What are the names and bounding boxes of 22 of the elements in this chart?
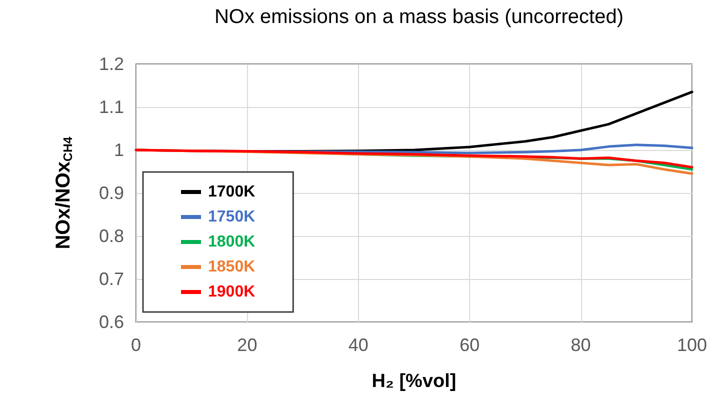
y-tick-label: 0.7 (98, 269, 124, 289)
y-tick-label: 1.1 (98, 97, 124, 117)
chart-title: NOx emissions on a mass basis (uncorrected) (214, 6, 624, 28)
y-tick-label: 1 (114, 140, 124, 160)
y-tick-label: 0.8 (98, 226, 124, 246)
legend-label: 1900K (208, 284, 256, 300)
y-axis-title: NOx/NOxCH4 (52, 136, 75, 250)
legend-label: 1750K (208, 208, 256, 226)
y-tick-label: 0.6 (98, 312, 124, 332)
x-tick-label: 40 (348, 335, 368, 355)
y-tick-label: 0.9 (98, 183, 124, 203)
y-tick-label: 1.2 (98, 54, 124, 74)
x-tick-label: 100 (676, 335, 708, 355)
line-series (134, 148, 694, 168)
legend-label: 1800K (208, 234, 256, 250)
x-tick-label: 60 (460, 335, 480, 355)
legend-label: 1700K (208, 184, 256, 200)
x-tick-label: 0 (130, 335, 142, 355)
legend-label: 1850K (208, 258, 256, 276)
x-tick-label: 80 (570, 335, 591, 355)
x-axis-title: H₂ [%vol] (372, 371, 456, 392)
x-tick-label: 20 (237, 335, 258, 355)
